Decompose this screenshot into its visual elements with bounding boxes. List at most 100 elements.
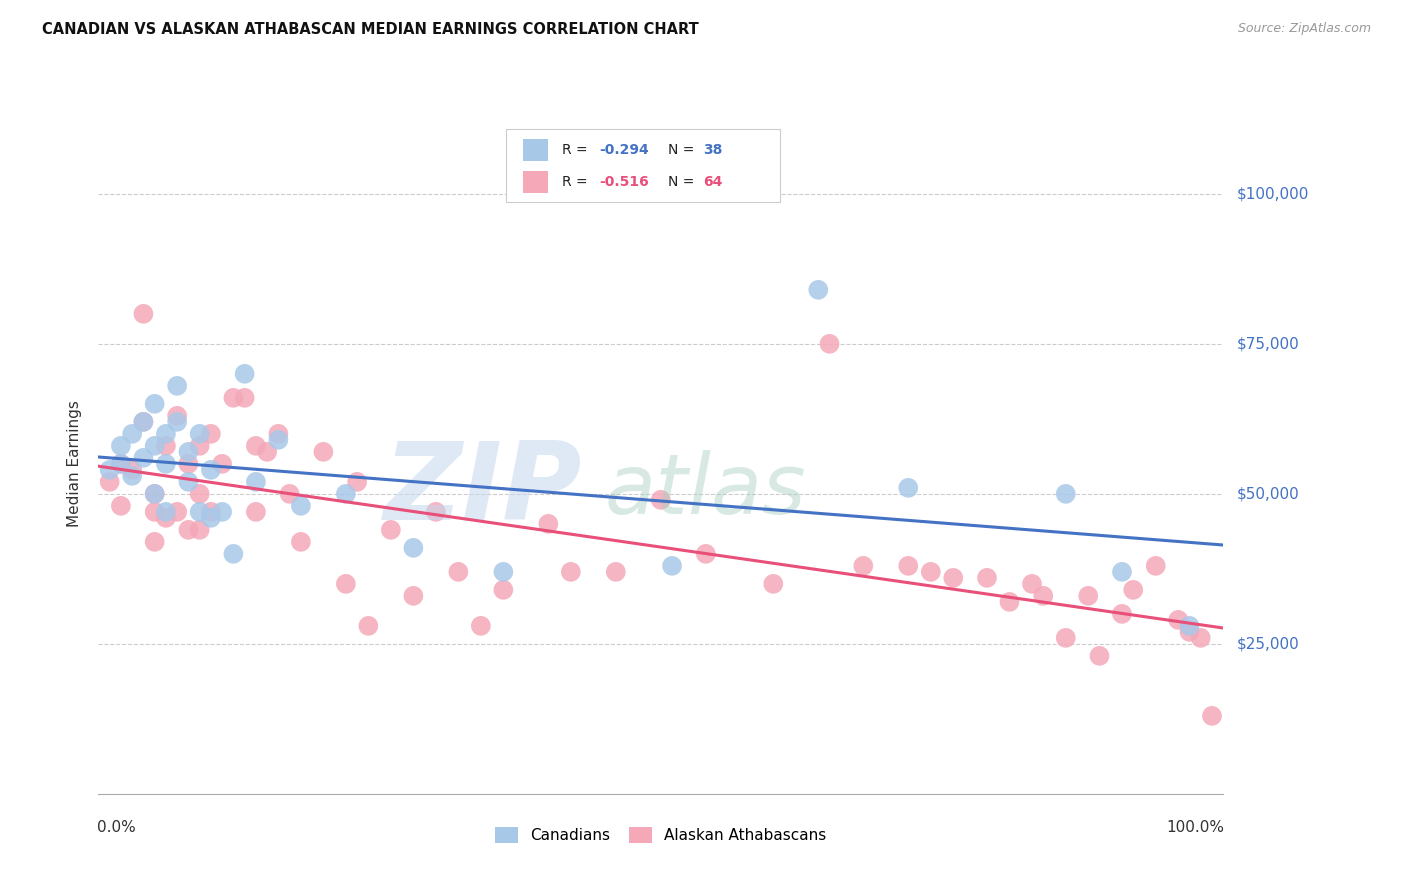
Point	[245, 505, 267, 519]
Text: -0.294: -0.294	[599, 143, 648, 157]
Point	[1167, 613, 1189, 627]
Text: $25,000: $25,000	[1237, 636, 1301, 651]
Point	[110, 439, 132, 453]
Point	[188, 523, 211, 537]
Point	[143, 397, 166, 411]
Point	[1111, 607, 1133, 621]
Point	[188, 487, 211, 501]
Point	[143, 534, 166, 549]
Point	[661, 558, 683, 573]
Point	[132, 415, 155, 429]
Text: CANADIAN VS ALASKAN ATHABASCAN MEDIAN EARNINGS CORRELATION CHART: CANADIAN VS ALASKAN ATHABASCAN MEDIAN EA…	[42, 22, 699, 37]
Point	[290, 534, 312, 549]
Legend: Canadians, Alaskan Athabascans: Canadians, Alaskan Athabascans	[489, 821, 832, 849]
Point	[121, 463, 143, 477]
Point	[560, 565, 582, 579]
Text: 38: 38	[703, 143, 723, 157]
Point	[245, 475, 267, 489]
Point	[200, 426, 222, 441]
Text: N =: N =	[668, 143, 699, 157]
Point	[211, 457, 233, 471]
Text: 0.0%: 0.0%	[97, 821, 136, 835]
Text: $50,000: $50,000	[1237, 486, 1301, 501]
Point	[121, 468, 143, 483]
Point	[155, 457, 177, 471]
Point	[222, 547, 245, 561]
Point	[998, 595, 1021, 609]
Point	[143, 439, 166, 453]
Point	[278, 487, 301, 501]
Text: atlas: atlas	[605, 450, 806, 531]
Text: $100,000: $100,000	[1237, 186, 1309, 202]
Point	[492, 565, 515, 579]
Point	[470, 619, 492, 633]
Point	[155, 511, 177, 525]
Point	[1144, 558, 1167, 573]
Text: R =: R =	[562, 143, 592, 157]
Point	[1077, 589, 1099, 603]
Point	[942, 571, 965, 585]
Point	[402, 541, 425, 555]
Point	[200, 463, 222, 477]
Point	[200, 505, 222, 519]
Point	[143, 505, 166, 519]
Point	[166, 379, 188, 393]
Point	[976, 571, 998, 585]
Point	[267, 426, 290, 441]
Point	[335, 487, 357, 501]
Point	[1021, 577, 1043, 591]
Point	[852, 558, 875, 573]
Point	[492, 582, 515, 597]
Point	[155, 505, 177, 519]
Point	[155, 426, 177, 441]
Point	[312, 445, 335, 459]
Point	[200, 511, 222, 525]
Point	[650, 492, 672, 507]
Point	[1201, 709, 1223, 723]
Text: R =: R =	[562, 175, 592, 189]
Point	[762, 577, 785, 591]
Point	[357, 619, 380, 633]
Point	[380, 523, 402, 537]
Y-axis label: Median Earnings: Median Earnings	[67, 401, 83, 527]
Point	[245, 439, 267, 453]
Text: $75,000: $75,000	[1237, 336, 1301, 351]
Point	[1054, 631, 1077, 645]
Point	[110, 457, 132, 471]
Point	[897, 481, 920, 495]
Point	[695, 547, 717, 561]
Point	[920, 565, 942, 579]
Text: -0.516: -0.516	[599, 175, 648, 189]
Point	[402, 589, 425, 603]
Point	[233, 367, 256, 381]
Point	[110, 457, 132, 471]
Point	[425, 505, 447, 519]
Point	[166, 409, 188, 423]
Point	[121, 426, 143, 441]
Point	[346, 475, 368, 489]
Point	[188, 439, 211, 453]
Point	[110, 499, 132, 513]
Text: Source: ZipAtlas.com: Source: ZipAtlas.com	[1237, 22, 1371, 36]
Point	[1032, 589, 1054, 603]
Point	[155, 439, 177, 453]
Point	[177, 475, 200, 489]
Point	[233, 391, 256, 405]
Point	[166, 415, 188, 429]
Point	[222, 391, 245, 405]
Point	[188, 505, 211, 519]
Point	[177, 445, 200, 459]
Point	[143, 487, 166, 501]
Point	[1178, 619, 1201, 633]
Point	[290, 499, 312, 513]
Point	[897, 558, 920, 573]
Point	[818, 336, 841, 351]
Point	[1189, 631, 1212, 645]
Point	[143, 487, 166, 501]
Point	[98, 463, 121, 477]
Point	[447, 565, 470, 579]
Point	[211, 505, 233, 519]
Point	[132, 450, 155, 465]
Text: 100.0%: 100.0%	[1167, 821, 1225, 835]
Point	[132, 415, 155, 429]
